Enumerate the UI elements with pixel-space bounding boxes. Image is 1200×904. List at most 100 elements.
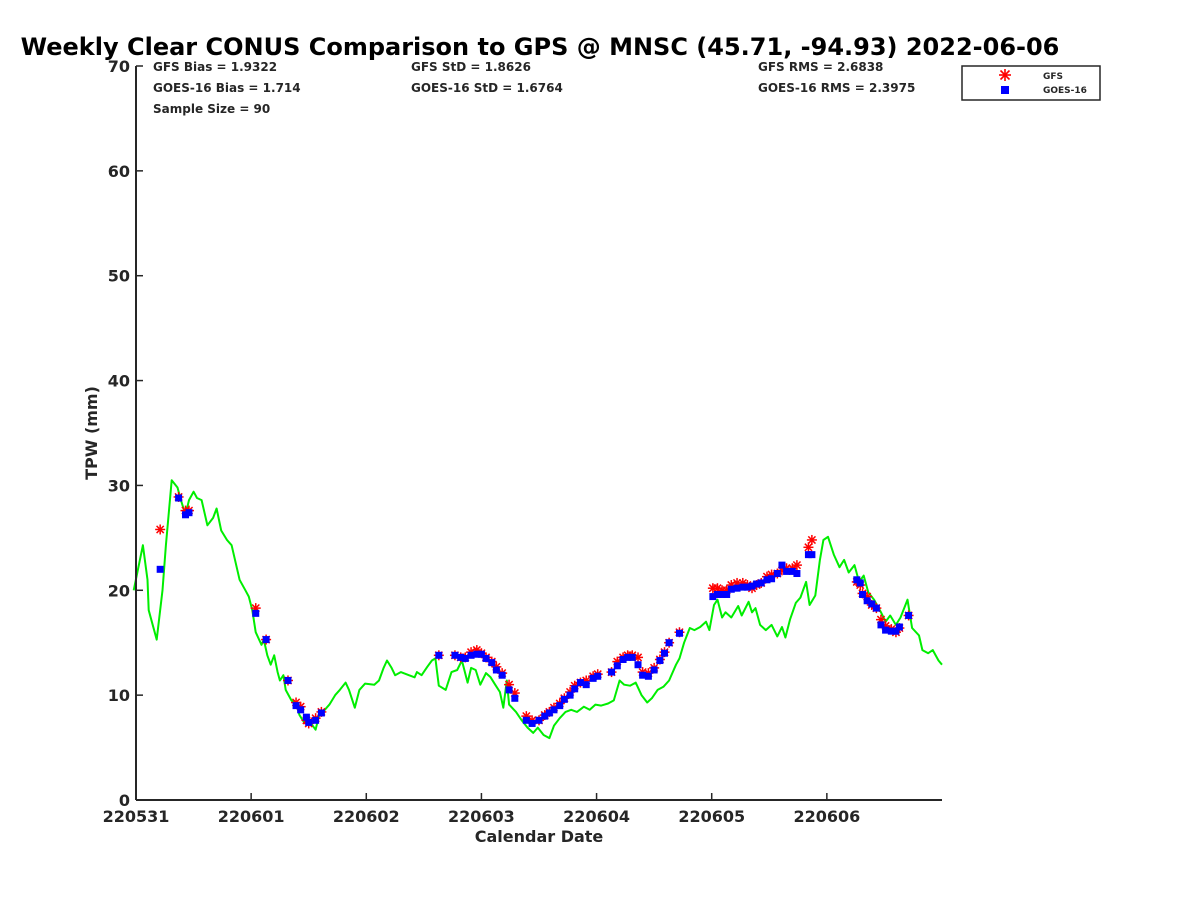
goes-point — [435, 651, 443, 659]
goes-point — [859, 590, 867, 598]
stat-gfs-std: GFS StD = 1.8626 — [411, 60, 531, 74]
goes-point — [895, 623, 903, 631]
goes-point — [488, 659, 496, 667]
goes-point — [312, 716, 320, 724]
goes-point — [535, 716, 543, 724]
goes-point — [718, 590, 726, 598]
legend-gfs-asterisk-icon — [999, 69, 1011, 81]
goes-point — [262, 636, 270, 644]
goes-point — [185, 509, 193, 517]
y-tick-label: 30 — [108, 476, 130, 495]
goes-point — [868, 600, 876, 608]
goes-point — [882, 626, 890, 634]
stat-goes-std: GOES-16 StD = 1.6764 — [411, 81, 563, 95]
goes-point — [773, 570, 781, 578]
goes-point — [317, 709, 325, 717]
goes-point — [511, 694, 519, 702]
goes-point — [550, 706, 558, 714]
y-tick-label: 70 — [108, 57, 130, 76]
goes-point — [661, 649, 669, 657]
goes-point — [505, 686, 513, 694]
x-tick-label: 220605 — [678, 807, 745, 826]
goes-point — [743, 583, 751, 591]
stat-gfs-rms: GFS RMS = 2.6838 — [758, 60, 883, 74]
goes-point — [576, 679, 584, 687]
goes-point — [650, 666, 658, 674]
goes-point — [528, 719, 536, 727]
goes-point — [644, 672, 652, 680]
goes-point — [302, 713, 310, 721]
goes-point — [613, 662, 621, 670]
gfs-point — [155, 524, 166, 535]
goes-point — [297, 706, 305, 714]
goes-point — [739, 583, 747, 591]
goes-point — [783, 567, 791, 575]
goes-point — [284, 676, 292, 684]
y-tick-label: 0 — [119, 791, 130, 810]
goes-point — [451, 651, 459, 659]
y-tick-label: 10 — [108, 686, 130, 705]
goes-point — [727, 585, 735, 593]
goes-point — [675, 629, 683, 637]
goes-point — [473, 650, 481, 658]
goes-point — [863, 597, 871, 605]
goes-point — [522, 716, 530, 724]
stat-goes-rms: GOES-16 RMS = 2.3975 — [758, 81, 915, 95]
y-tick-label: 20 — [108, 581, 130, 600]
goes-point — [571, 685, 579, 693]
goes-point — [594, 672, 602, 680]
y-tick-label: 40 — [108, 372, 130, 391]
goes-point — [556, 702, 564, 710]
gfs-point — [803, 542, 814, 553]
goes-point — [545, 709, 553, 717]
goes-point — [252, 609, 260, 617]
y-axis-label: TPW (mm) — [82, 386, 101, 480]
goes-point — [628, 653, 636, 661]
goes-point — [305, 718, 313, 726]
goes-point — [723, 590, 731, 598]
x-tick-label: 220601 — [218, 807, 285, 826]
goes-point — [492, 666, 500, 674]
goes-point — [560, 695, 568, 703]
goes-point — [589, 674, 597, 682]
legend-label-goes: GOES-16 — [1043, 86, 1087, 96]
goes-point — [566, 691, 574, 699]
goes-point — [872, 604, 880, 612]
goes-point — [175, 494, 183, 502]
goes-point — [748, 582, 756, 590]
goes-point — [665, 639, 673, 647]
plot-area — [132, 479, 943, 740]
goes-point — [905, 611, 913, 619]
goes-point — [757, 579, 765, 587]
y-tick-label: 60 — [108, 162, 130, 181]
goes-point — [541, 712, 549, 720]
goes-point — [892, 627, 900, 635]
legend-label-gfs: GFS — [1043, 72, 1063, 82]
goes-point — [778, 561, 786, 569]
x-tick-label: 220604 — [563, 807, 630, 826]
goes-point — [763, 576, 771, 584]
goes-point — [713, 590, 721, 598]
x-tick-label: 220606 — [793, 807, 860, 826]
axis-ticks: 0 10 20 30 40 50 60 70 220531 220601 220602 220603 2… — [103, 57, 861, 826]
goes-point — [457, 653, 465, 661]
goes-point — [461, 654, 469, 662]
goes-point — [709, 593, 717, 601]
gfs-point — [806, 534, 817, 545]
goes-point — [634, 661, 642, 669]
goes-point — [467, 651, 475, 659]
x-tick-label: 220603 — [448, 807, 515, 826]
stat-gfs-bias: GFS Bias = 1.9322 — [153, 60, 277, 74]
legend-goes-square-icon — [1001, 86, 1009, 94]
stat-sample-size: Sample Size = 90 — [153, 102, 270, 116]
goes-point — [856, 579, 864, 587]
y-tick-label: 50 — [108, 267, 130, 286]
goes-point — [582, 681, 590, 689]
goes-point — [482, 654, 490, 662]
x-tick-label: 220531 — [103, 807, 170, 826]
stat-goes-bias: GOES-16 Bias = 1.714 — [153, 81, 301, 95]
goes-point — [292, 702, 300, 710]
goes-point — [887, 627, 895, 635]
goes-point — [477, 650, 485, 658]
